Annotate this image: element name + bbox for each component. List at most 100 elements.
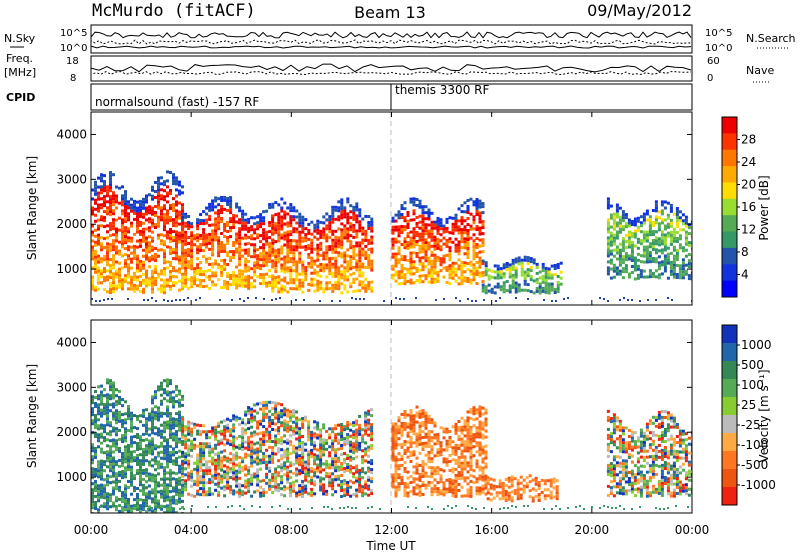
- heatmap-cell: [232, 223, 236, 226]
- heatmap-cell: [331, 211, 335, 215]
- heatmap-cell: [94, 450, 97, 453]
- heatmap-cell: [265, 481, 269, 485]
- heatmap-cell: [481, 286, 485, 290]
- heatmap-cell: [400, 258, 404, 261]
- heatmap-cell: [151, 188, 154, 192]
- heatmap-cell: [154, 462, 157, 466]
- heatmap-cell: [403, 273, 407, 277]
- heatmap-cell: [439, 218, 443, 222]
- heatmap-cell: [142, 447, 145, 451]
- heatmap-cell: [172, 390, 175, 394]
- heatmap-cell: [130, 275, 133, 279]
- heatmap-cell: [544, 269, 548, 273]
- heatmap-cell: [184, 221, 188, 225]
- heatmap-cell: [244, 224, 248, 228]
- heatmap-cell: [286, 254, 290, 258]
- heatmap-cell: [514, 269, 518, 273]
- heatmap-cell: [166, 447, 169, 451]
- heatmap-cell: [166, 438, 169, 442]
- heatmap-cell: [469, 278, 473, 282]
- heatmap-cell: [214, 488, 218, 492]
- heatmap-cell: [334, 424, 338, 428]
- heatmap-cell: [202, 475, 206, 479]
- heatmap-cell: [529, 260, 533, 264]
- heatmap-cell: [178, 258, 181, 262]
- heatmap-cell: [657, 261, 661, 265]
- heatmap-cell: [274, 222, 278, 226]
- heatmap-cell: [109, 394, 112, 398]
- heatmap-cell: [139, 444, 142, 448]
- heatmap-cell: [541, 262, 545, 266]
- heatmap-cell: [241, 275, 245, 279]
- heatmap-cell: [313, 480, 317, 484]
- heatmap-cell: [205, 445, 209, 449]
- heatmap-cell: [612, 236, 616, 240]
- heatmap-cell: [292, 429, 296, 433]
- heatmap-cell: [172, 230, 175, 234]
- heatmap-cell: [214, 226, 218, 230]
- heatmap-cell: [403, 282, 407, 286]
- heatmap-cell: [334, 244, 338, 248]
- heatmap-cell: [523, 255, 527, 259]
- heatmap-cell: [130, 492, 133, 496]
- heatmap-cell: [172, 206, 175, 210]
- heatmap-cell: [256, 462, 260, 466]
- heatmap-cell: [280, 448, 284, 452]
- heatmap-cell: [406, 214, 410, 217]
- heatmap-cell: [262, 261, 266, 265]
- heatmap-cell: [274, 482, 278, 486]
- heatmap-cell: [181, 203, 184, 207]
- heatmap-cell: [208, 469, 212, 473]
- heatmap-cell: [100, 272, 103, 276]
- heatmap-cell: [265, 490, 269, 494]
- heatmap-cell: [256, 471, 260, 475]
- heatmap-cell: [106, 278, 109, 282]
- heatmap-cell: [349, 428, 353, 432]
- heatmap-cell: [433, 241, 437, 245]
- heatmap-cell: [630, 244, 634, 247]
- heatmap-cell: [337, 278, 341, 282]
- heatmap-cell: [301, 281, 305, 285]
- heatmap-cell: [214, 437, 218, 441]
- heatmap-cell: [490, 275, 494, 279]
- heatmap-cell: [508, 263, 512, 267]
- heatmap-cell: [418, 277, 422, 281]
- heatmap-cell: [199, 463, 203, 467]
- heatmap-cell: [615, 272, 619, 276]
- heatmap-cell: [217, 457, 221, 461]
- heatmap-cell: [163, 285, 166, 289]
- heatmap-cell: [454, 216, 458, 220]
- heatmap-cell: [343, 254, 347, 258]
- heatmap-cell: [127, 254, 130, 258]
- heatmap-cell: [169, 490, 172, 494]
- heatmap-cell: [424, 259, 428, 263]
- heatmap-cell: [160, 182, 163, 186]
- heatmap-cell: [172, 396, 175, 400]
- heatmap-cell: [295, 245, 299, 249]
- heatmap-cell: [358, 486, 362, 490]
- heatmap-cell: [352, 226, 356, 230]
- heatmap-cell: [235, 238, 239, 242]
- heatmap-cell: [666, 213, 670, 217]
- heatmap-cell: [127, 257, 130, 261]
- heatmap-cell: [247, 241, 251, 245]
- heatmap-cell: [250, 425, 254, 429]
- heatmap-cell: [511, 264, 515, 268]
- heatmap-cell: [271, 473, 275, 476]
- heatmap-cell: [193, 494, 197, 498]
- heatmap-cell: [166, 393, 169, 397]
- heatmap-cell: [355, 488, 359, 492]
- heatmap-cell: [265, 251, 269, 255]
- heatmap-cell: [220, 232, 224, 235]
- heatmap-cell: [166, 483, 169, 487]
- heatmap-cell: [247, 253, 251, 257]
- heatmap-cell: [214, 205, 218, 209]
- heatmap-cell: [154, 271, 157, 274]
- nsky-floor-trace: [90, 45, 692, 49]
- heatmap-cell: [244, 479, 248, 483]
- heatmap-cell: [424, 238, 428, 242]
- heatmap-cell: [97, 266, 100, 270]
- heatmap-cell: [612, 269, 616, 273]
- heatmap-cell: [199, 279, 203, 282]
- heatmap-cell: [169, 273, 172, 276]
